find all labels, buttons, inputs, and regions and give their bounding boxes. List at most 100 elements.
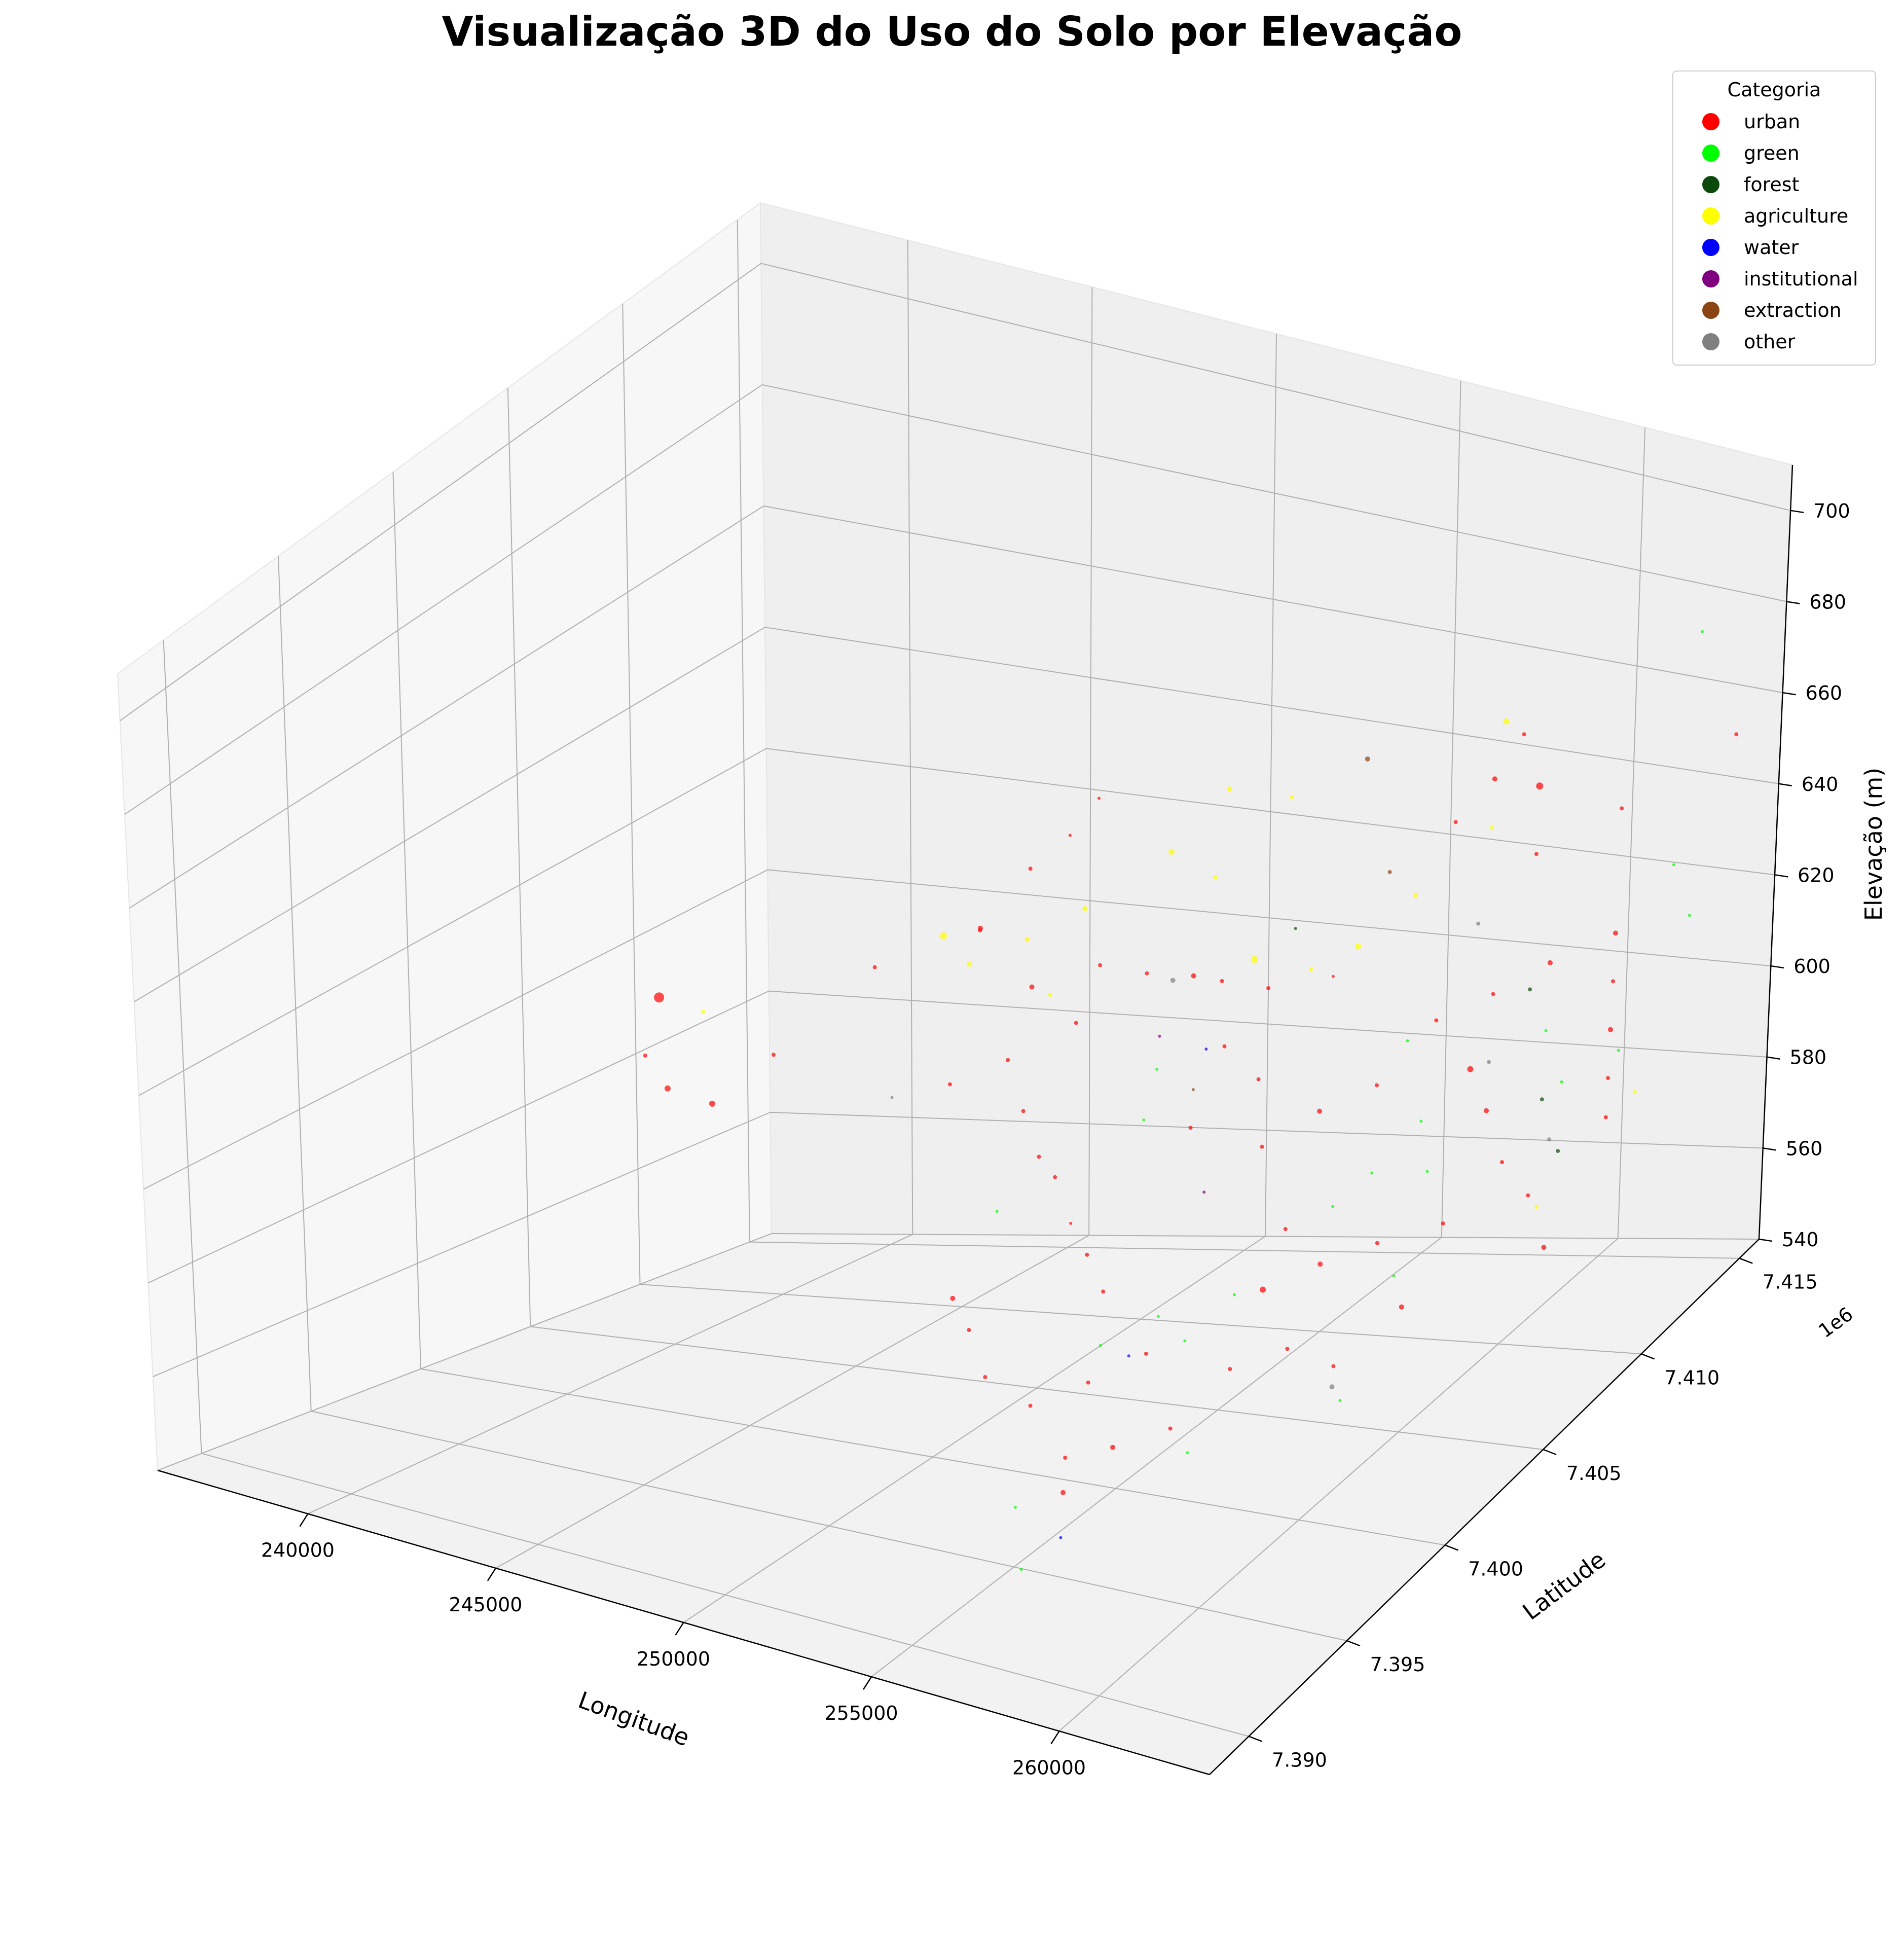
- gridline-z: [129, 505, 1783, 909]
- legend-label: agriculture: [1744, 205, 1848, 227]
- point-urban: [1074, 1021, 1078, 1025]
- gridlines: [120, 220, 1791, 1737]
- point-green: [1099, 1344, 1102, 1347]
- point-urban: [1110, 1445, 1115, 1450]
- point-forest: [1294, 927, 1297, 930]
- legend-entry-other: other: [1702, 331, 1796, 353]
- point-green: [1338, 1399, 1342, 1402]
- point-forest: [1540, 1097, 1544, 1102]
- y-axis-ticks: 7.390 7.395 7.400 7.405 7.410 7.415: [1248, 1257, 1818, 1772]
- point-agriculture: [1213, 875, 1218, 880]
- point-urban: [967, 1328, 971, 1332]
- legend-marker: [1702, 302, 1719, 319]
- point-urban: [1285, 1347, 1290, 1351]
- point-green: [1019, 1568, 1023, 1571]
- point-urban: [1068, 834, 1072, 837]
- z-tick-label: 700: [1813, 500, 1850, 522]
- x-tick: 240000: [261, 1513, 335, 1562]
- point-urban: [1256, 1077, 1261, 1081]
- legend-marker: [1702, 333, 1719, 350]
- point-urban: [1028, 1403, 1033, 1408]
- point-green: [1183, 1339, 1187, 1343]
- x-axis-ticks: 240000 245000 250000 255000 260000: [261, 1513, 1086, 1779]
- legend-entry-urban: urban: [1702, 111, 1800, 133]
- point-urban: [1453, 820, 1458, 824]
- point-urban: [1492, 776, 1497, 782]
- point-urban: [1491, 992, 1495, 996]
- point-urban: [1222, 1044, 1227, 1049]
- point-urban: [1101, 1289, 1106, 1294]
- point-urban: [643, 1053, 647, 1058]
- point-urban: [1536, 782, 1544, 790]
- point-urban: [1611, 979, 1615, 984]
- point-urban: [1283, 1227, 1288, 1232]
- point-urban: [1399, 1304, 1404, 1310]
- point-urban: [1434, 1018, 1439, 1023]
- y-tick-label: 7.415: [1763, 1271, 1818, 1293]
- point-urban: [1053, 1175, 1057, 1179]
- point-agriculture: [1534, 1205, 1539, 1209]
- point-urban: [1063, 1456, 1068, 1460]
- point-urban: [1375, 1083, 1379, 1088]
- point-green: [1232, 1293, 1236, 1296]
- point-green: [1392, 1274, 1396, 1278]
- point-other: [1547, 1137, 1552, 1142]
- legend-marker: [1702, 176, 1719, 193]
- point-agriculture: [1227, 786, 1232, 791]
- point-extraction: [1191, 1088, 1195, 1092]
- y-tick: 7.410: [1641, 1353, 1719, 1389]
- z-tick-label: 640: [1802, 773, 1839, 796]
- point-green: [1419, 1120, 1423, 1123]
- point-urban: [1085, 1252, 1089, 1257]
- point-agriculture: [1048, 993, 1052, 997]
- point-urban: [665, 1085, 671, 1092]
- point-urban: [1606, 1076, 1610, 1080]
- legend: Categoria urban green forest agriculture…: [1672, 70, 1876, 366]
- point-green: [1406, 1039, 1409, 1042]
- y-tick-label: 7.405: [1566, 1462, 1622, 1485]
- y-axis-label: Latitude: [1518, 1546, 1611, 1626]
- point-green: [1155, 1067, 1159, 1071]
- z-tick: 600: [1771, 955, 1830, 978]
- point-agriculture: [1355, 943, 1362, 950]
- legend-label: water: [1744, 236, 1799, 259]
- z-axis-ticks: 540 560 580 600 620 640 660 680 700: [1759, 500, 1850, 1251]
- point-forest: [1556, 1149, 1560, 1153]
- point-urban: [1145, 971, 1149, 976]
- point-green: [1617, 1049, 1620, 1052]
- z-tick: 560: [1763, 1137, 1823, 1160]
- point-green: [1672, 863, 1675, 866]
- axes-panes: [117, 202, 1793, 1776]
- y-tick: 7.390: [1248, 1736, 1327, 1772]
- z-tick-label: 560: [1786, 1137, 1823, 1160]
- point-urban: [1188, 1126, 1193, 1130]
- point-green: [1701, 630, 1704, 633]
- legend-label: institutional: [1744, 268, 1858, 290]
- legend-entry-water: water: [1702, 236, 1799, 259]
- point-institutional: [1158, 1034, 1161, 1038]
- x-tick: 250000: [637, 1622, 710, 1670]
- point-urban: [1534, 852, 1539, 856]
- point-urban: [1331, 1364, 1336, 1368]
- y-axis-line: [1209, 1239, 1760, 1775]
- point-green: [1186, 1451, 1189, 1455]
- z-tick: 620: [1774, 864, 1835, 886]
- gridline-z: [120, 263, 1791, 721]
- gridline-z: [124, 384, 1787, 815]
- y-offset-label: 1e6: [1814, 1303, 1857, 1343]
- point-agriculture: [1490, 825, 1494, 830]
- point-extraction: [1387, 870, 1392, 874]
- point-urban: [1484, 1108, 1489, 1113]
- point-agriculture: [1290, 795, 1294, 800]
- legend-entry-institutional: institutional: [1702, 268, 1858, 290]
- point-other: [1487, 1060, 1491, 1064]
- point-urban: [1547, 960, 1553, 965]
- point-agriculture: [1413, 892, 1418, 898]
- point-green: [1425, 1170, 1429, 1173]
- point-water: [1059, 1536, 1063, 1539]
- point-urban: [1144, 1351, 1148, 1356]
- gridline-z: [134, 627, 1779, 1002]
- point-urban: [1098, 963, 1103, 967]
- chart-title: Visualização 3D do Uso do Solo por Eleva…: [442, 8, 1462, 55]
